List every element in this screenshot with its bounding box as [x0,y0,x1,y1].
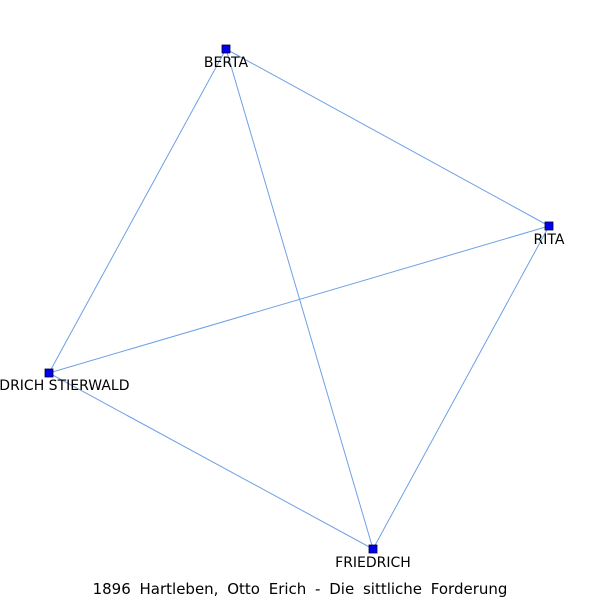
edge-friedrich_stierwald-friedrich [48,372,374,550]
node-berta [221,44,231,54]
node-label-friedrich_stierwald: FRIEDRICH STIERWALD [0,378,129,394]
node-friedrich_stierwald [44,368,54,378]
node-label-rita: RITA [534,232,565,248]
edge-rita-friedrich_stierwald [48,225,550,374]
node-label-berta: BERTA [204,55,249,71]
graph-caption: 1896 Hartleben, Otto Erich - Die sittlic… [92,580,508,598]
edge-rita-friedrich [372,225,550,550]
edge-berta-rita [225,48,550,227]
node-friedrich [368,544,378,554]
nodes-layer: BERTA RITA FRIEDRICH STIERWALD FRIEDRICH [0,44,565,571]
node-rita [544,221,554,231]
edge-berta-friedrich_stierwald [48,48,227,374]
edges-layer [48,48,550,550]
node-label-friedrich: FRIEDRICH [335,555,411,571]
